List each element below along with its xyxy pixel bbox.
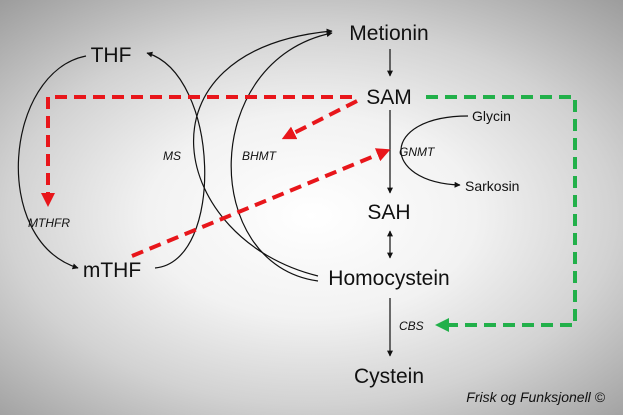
sam-label: SAM <box>366 86 412 109</box>
sam-mthfr-regulation-dashed <box>41 95 352 207</box>
gnmt-enzyme-label: GNMT <box>399 145 436 159</box>
mthfr-arc-arrow <box>17 55 87 270</box>
credit-text: Frisk og Funksjonell © <box>466 389 605 405</box>
sarkosin-label: Sarkosin <box>465 178 519 194</box>
cystein-label: Cystein <box>354 365 424 388</box>
ms-arc-arrow <box>146 51 206 269</box>
cbs-enzyme-label: CBS <box>399 319 424 333</box>
glycin-label: Glycin <box>472 108 511 124</box>
ms-enzyme-label: MS <box>163 149 181 163</box>
homocystein-label: Homocystein <box>328 267 449 290</box>
mthfr-enzyme-label: MTHFR <box>28 216 70 230</box>
bhmt-enzyme-label: BHMT <box>242 149 278 163</box>
sam-cbs-activation-dashed <box>426 95 577 332</box>
sah-label: SAH <box>367 201 410 224</box>
bhmt-remethylation-arc-arrow <box>230 31 333 282</box>
mthf-gnmt-regulation-dashed <box>131 148 391 258</box>
sam-bhmt-regulation-dashed <box>281 99 358 140</box>
glycin-to-sarkosin-arrow <box>400 115 469 188</box>
mthf-label: mTHF <box>83 259 141 282</box>
thf-label: THF <box>91 44 132 67</box>
metionin-label: Metionin <box>349 22 428 45</box>
